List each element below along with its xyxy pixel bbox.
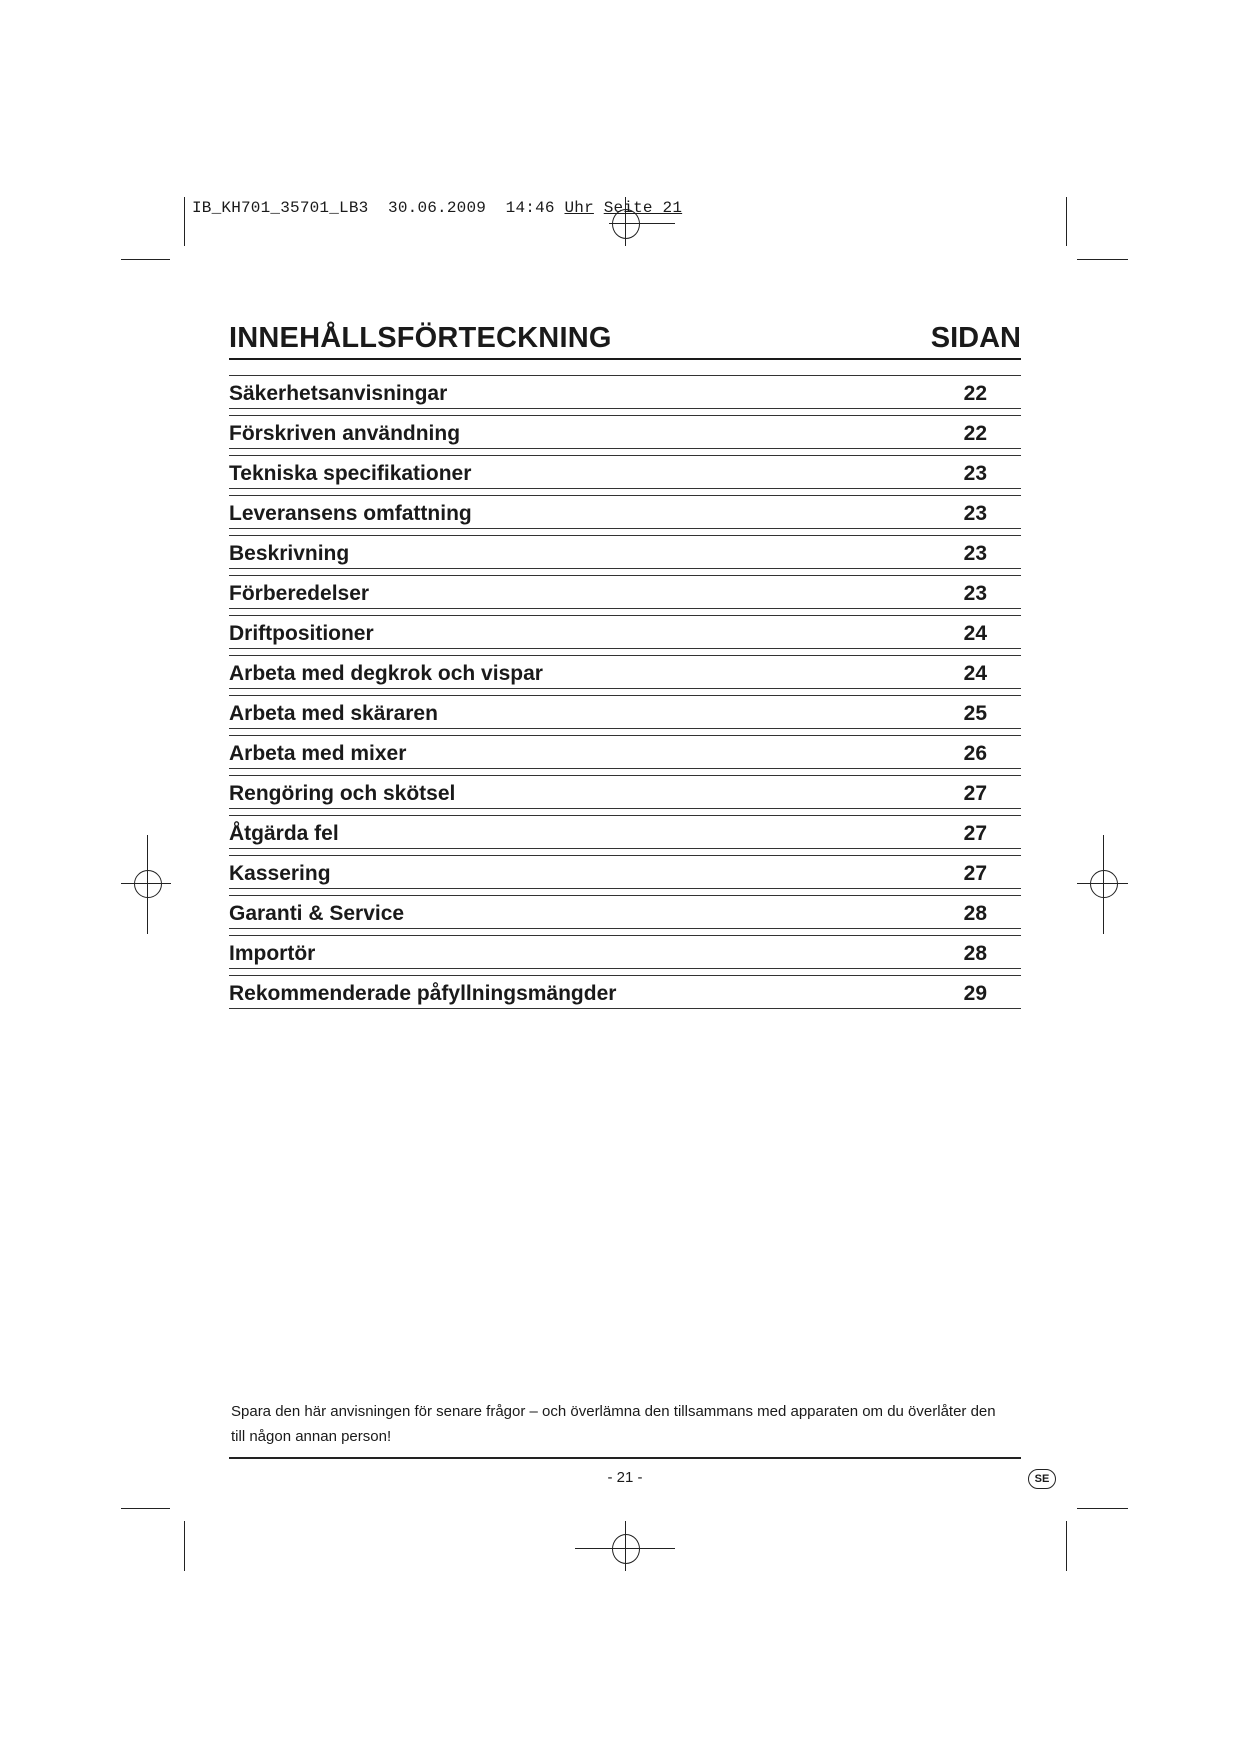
footer-note: Spara den här anvisningen för senare frå…	[231, 1403, 996, 1445]
toc-entry-page: 28	[963, 902, 987, 925]
toc-entry-page: 27	[963, 782, 987, 805]
toc-entry[interactable]: Arbeta med mixer 26	[229, 735, 1021, 769]
toc-entry-label: Tekniska specifikationer	[229, 462, 472, 485]
printer-slug: IB_KH701_35701_LB3 30.06.2009 14:46 Uhr …	[192, 199, 682, 217]
crop-mark	[184, 197, 185, 246]
page-number: - 21 -	[607, 1469, 643, 1486]
crop-mark	[184, 1521, 185, 1571]
toc-entry-label: Arbeta med mixer	[229, 742, 407, 765]
toc-entry-page: 28	[963, 942, 987, 965]
slug-seite: Seite 21	[603, 199, 683, 217]
toc-entry-label: Säkerhetsanvisningar	[229, 382, 448, 405]
toc-entry[interactable]: Garanti & Service 28	[229, 895, 1021, 929]
toc-entry-page: 23	[963, 582, 987, 605]
toc-entry-page: 23	[963, 502, 987, 525]
footer-rule	[229, 1457, 1021, 1459]
slug-file: IB_KH701_35701_LB3	[192, 199, 369, 217]
toc-entry-label: Importör	[229, 942, 316, 965]
page-title: INNEHÅLLSFÖRTECKNING	[229, 322, 612, 354]
slug-time: 14:46	[505, 199, 555, 217]
toc-entry-label: Rengöring och skötsel	[229, 782, 456, 805]
registration-mark	[1090, 870, 1118, 898]
toc-entry[interactable]: Förskriven användning 22	[229, 415, 1021, 449]
crop-mark	[121, 259, 170, 260]
toc-entry-page: 26	[963, 742, 987, 765]
toc-entry[interactable]: Beskrivning 23	[229, 535, 1021, 569]
toc-entry-label: Arbeta med degkrok och vispar	[229, 662, 543, 685]
toc-entry[interactable]: Arbeta med skäraren 25	[229, 695, 1021, 729]
toc-entry[interactable]: Förberedelser 23	[229, 575, 1021, 609]
toc-entry-page: 24	[963, 622, 987, 645]
toc-entry-page: 22	[963, 382, 987, 405]
toc-entry-page: 22	[963, 422, 987, 445]
crop-mark	[1066, 1521, 1067, 1571]
toc-entry[interactable]: Importör 28	[229, 935, 1021, 969]
toc-entry-page: 27	[963, 822, 987, 845]
toc-entry[interactable]: Säkerhetsanvisningar 22	[229, 375, 1021, 409]
toc-entry-page: 23	[963, 462, 987, 485]
crop-mark	[121, 1508, 170, 1509]
crop-mark	[1077, 259, 1128, 260]
toc-entry[interactable]: Rekommenderade påfyllningsmängder 29	[229, 975, 1021, 1009]
toc-entry[interactable]: Leveransens omfattning 23	[229, 495, 1021, 529]
toc-entry-page: 29	[963, 982, 987, 1005]
toc-entry[interactable]: Arbeta med degkrok och vispar 24	[229, 655, 1021, 689]
toc-entry-page: 27	[963, 862, 987, 885]
toc-entry-label: Leveransens omfattning	[229, 502, 472, 525]
slug-uhr: Uhr	[564, 199, 594, 217]
registration-mark	[134, 870, 162, 898]
crop-mark	[1066, 197, 1067, 246]
toc-entry[interactable]: Driftpositioner 24	[229, 615, 1021, 649]
toc-entry-label: Rekommenderade påfyllningsmängder	[229, 982, 617, 1005]
toc-entry[interactable]: Tekniska specifikationer 23	[229, 455, 1021, 489]
toc-entry-label: Åtgärda fel	[229, 822, 339, 845]
toc-entry-label: Beskrivning	[229, 542, 350, 565]
toc-entry[interactable]: Kassering 27	[229, 855, 1021, 889]
slug-date: 30.06.2009	[388, 199, 487, 217]
toc-entry[interactable]: Åtgärda fel 27	[229, 815, 1021, 849]
toc-entry[interactable]: Rengöring och skötsel 27	[229, 775, 1021, 809]
toc-entry-page: 24	[963, 662, 987, 685]
toc-entry-label: Arbeta med skäraren	[229, 702, 438, 725]
toc-entry-label: Garanti & Service	[229, 902, 405, 925]
toc-entry-label: Förberedelser	[229, 582, 370, 605]
toc-entry-page: 23	[963, 542, 987, 565]
registration-mark	[612, 209, 640, 239]
page-column-header: SIDAN	[930, 322, 1021, 354]
language-badge: SE	[1028, 1469, 1056, 1489]
title-rule	[229, 358, 1021, 360]
toc-list: Säkerhetsanvisningar 22 Förskriven användn…	[229, 375, 1021, 1015]
crop-mark	[1077, 1508, 1128, 1509]
toc-entry-label: Förskriven användning	[229, 422, 461, 445]
registration-mark	[609, 223, 675, 224]
toc-entry-label: Kassering	[229, 862, 331, 885]
toc-entry-page: 25	[963, 702, 987, 725]
toc-entry-label: Driftpositioner	[229, 622, 374, 645]
registration-mark	[612, 1534, 640, 1564]
